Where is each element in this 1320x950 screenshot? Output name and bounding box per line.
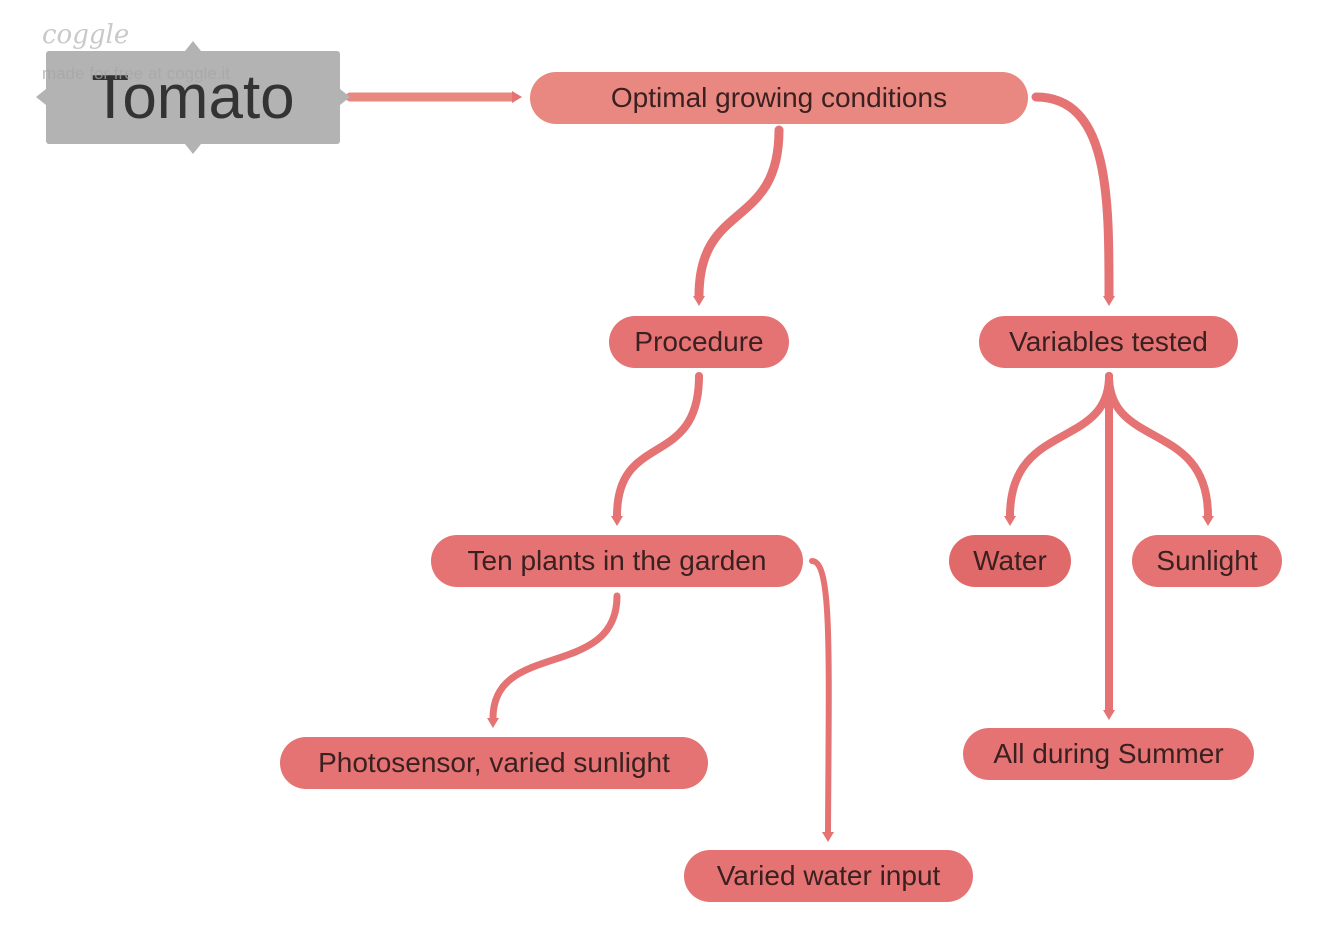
link-tenplants-photosensor: [489, 592, 621, 722]
arrow-tip-photosensor: [487, 718, 499, 728]
link-variables-water: [1006, 372, 1113, 520]
arrow-tip-water: [1004, 516, 1016, 526]
node-optimal-growing-conditions[interactable]: Optimal growing conditions: [530, 72, 1028, 124]
root-node-label: Tomato: [91, 63, 295, 132]
link-variables-sunlight: [1105, 372, 1212, 520]
node-label: All during Summer: [993, 738, 1224, 769]
arrow-tip-variables: [1103, 296, 1115, 306]
node-variables-tested[interactable]: Variables tested: [979, 316, 1238, 368]
arrow-tip-tenplants: [611, 516, 623, 526]
link-optimal-procedure: [694, 125, 784, 301]
node-label: Varied water input: [716, 860, 941, 891]
root-handle-right[interactable]: [340, 89, 350, 105]
root-handle-top[interactable]: [185, 41, 201, 51]
coggle-logo: coggle: [42, 20, 130, 50]
node-label: Optimal growing conditions: [610, 82, 948, 113]
root-handle-left[interactable]: [36, 89, 46, 105]
node-label: Variables tested: [1009, 326, 1208, 357]
arrow-tip-sunlight: [1202, 516, 1214, 526]
link-tenplants-variedwater: [809, 558, 832, 835]
node-label: Photosensor, varied sunlight: [318, 747, 670, 778]
arrow-tip-variedwater: [822, 832, 834, 842]
node-ten-plants[interactable]: Ten plants in the garden: [431, 535, 803, 587]
arrow-tip-summer: [1103, 710, 1115, 720]
coggle-watermark: made for free at coggle.it: [42, 64, 231, 83]
node-sunlight[interactable]: Sunlight: [1132, 535, 1282, 587]
node-procedure[interactable]: Procedure: [609, 316, 789, 368]
node-varied-water-input[interactable]: Varied water input: [684, 850, 973, 902]
root-handle-bottom[interactable]: [185, 144, 201, 154]
arrow-tip-procedure: [693, 296, 705, 306]
arrow-tip-optimal: [512, 91, 522, 103]
link-procedure-tenplants: [613, 372, 703, 520]
node-label: Water: [973, 545, 1047, 576]
node-photosensor[interactable]: Photosensor, varied sunlight: [280, 737, 708, 789]
node-label: Sunlight: [1156, 545, 1258, 576]
node-label: Procedure: [634, 326, 764, 357]
node-water[interactable]: Water: [949, 535, 1071, 587]
link-optimal-variables: [1031, 92, 1114, 301]
node-all-during-summer[interactable]: All during Summer: [963, 728, 1254, 780]
node-label: Ten plants in the garden: [467, 545, 767, 576]
root-node-tomato[interactable]: Tomato: [46, 51, 340, 144]
